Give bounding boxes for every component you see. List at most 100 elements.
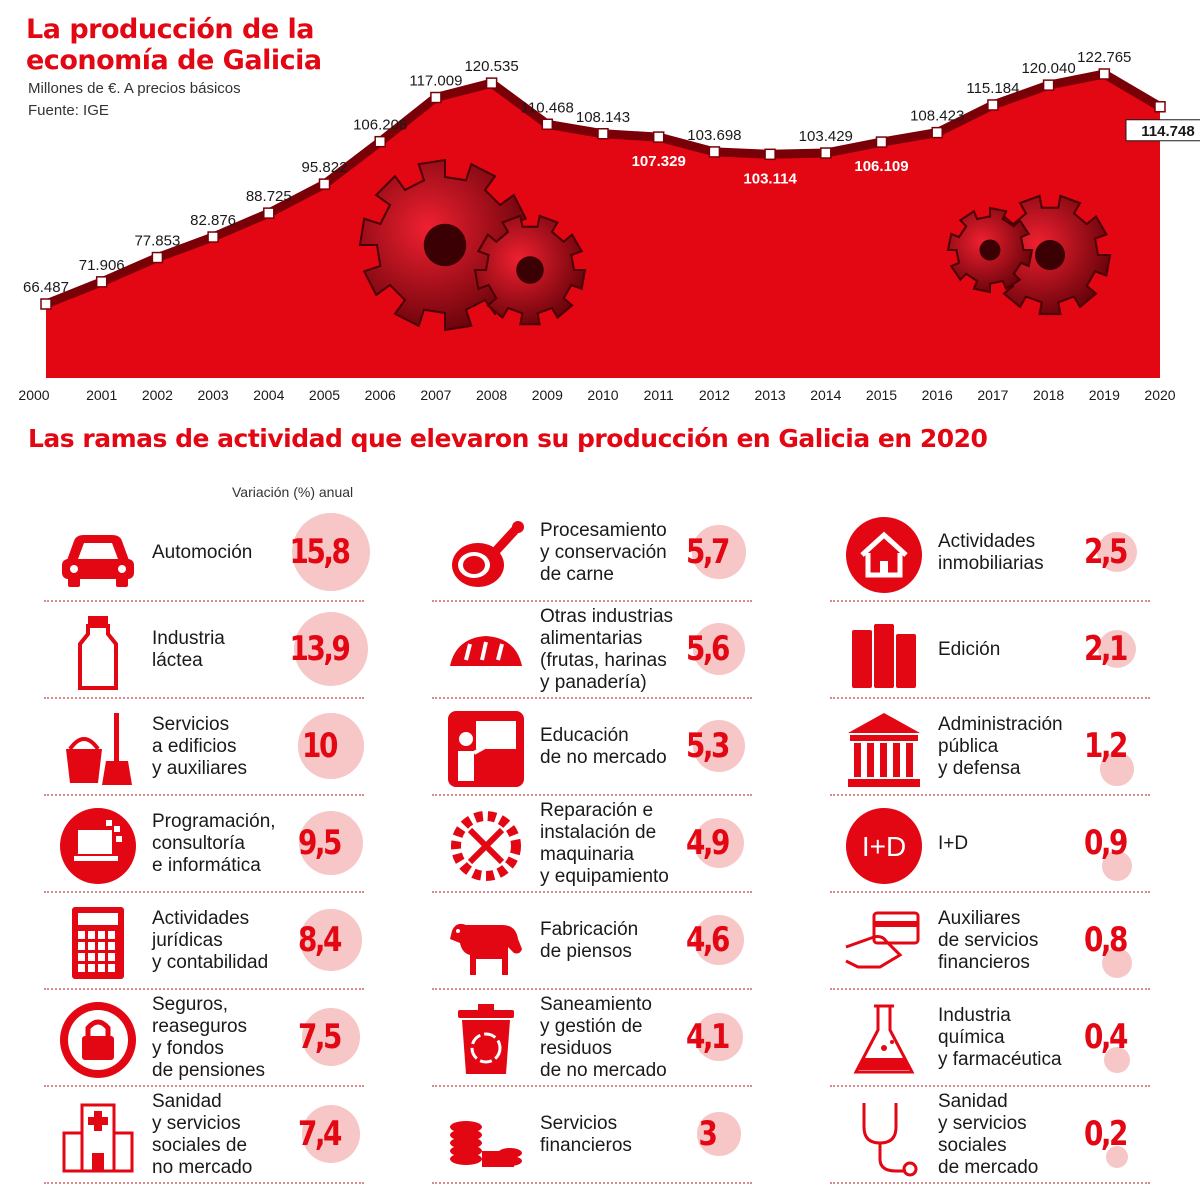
branch-item: Automoción 15,8 — [44, 505, 370, 602]
credit-card-hand-icon — [844, 903, 924, 983]
year-label: 2001 — [86, 387, 117, 403]
variation-bubble — [301, 1104, 361, 1164]
year-label: 2005 — [309, 387, 340, 403]
value-label: 106.208 — [353, 117, 407, 134]
data-point — [875, 136, 888, 148]
lock-icon — [58, 1000, 138, 1080]
ham-icon — [446, 515, 526, 595]
branch-item: Sanidad y servicios sociales de no merca… — [44, 1087, 364, 1184]
variation-value: 8,4 — [297, 920, 342, 960]
year-label: 2017 — [977, 387, 1008, 403]
variation-value: 2,1 — [1083, 629, 1128, 669]
recycling-bin-icon — [446, 1000, 526, 1080]
production-area — [46, 74, 1160, 378]
variation-bubble — [1100, 752, 1134, 786]
branch-item: Otras industrias alimentarias (frutas, h… — [432, 602, 752, 699]
flask-icon — [844, 1000, 924, 1080]
value-label: 95.822 — [302, 159, 348, 176]
branch-label: Servicios financieros — [540, 1112, 632, 1156]
year-label: 2008 — [476, 387, 507, 403]
variation-value: 0,8 — [1083, 920, 1128, 960]
branch-label: Servicios a edificios y auxiliares — [152, 713, 248, 779]
cow-icon — [446, 903, 526, 983]
branch-label: Industria química y farmacéutica — [938, 1004, 1062, 1070]
branch-label: Automoción — [152, 541, 253, 563]
variation-bubble — [1097, 629, 1137, 669]
value-label: 103.429 — [799, 128, 853, 145]
branch-item: Educación de no mercado 5,3 — [432, 699, 752, 796]
branch-label: Administración pública y defensa — [938, 713, 1063, 779]
data-point — [40, 298, 52, 310]
branch-label: Otras industrias alimentarias (frutas, h… — [540, 605, 674, 693]
branch-item: Sanidad y servicios sociales de mercado 0… — [830, 1087, 1150, 1184]
variation-bubble — [697, 1112, 741, 1156]
branch-item: Actividades jurídicas y contabilidad 8,4 — [44, 893, 364, 990]
branch-label: Industria láctea — [152, 627, 225, 671]
variation-value: 5,3 — [685, 726, 730, 766]
branch-item: I+D I+D 0,9 — [830, 796, 1150, 893]
data-point — [374, 135, 386, 148]
stethoscope-icon — [844, 1097, 924, 1177]
data-point — [820, 147, 832, 159]
production-chart: 66.487 2000 71.906 2001 77.853 2002 82.876 2003… — [18, 49, 1200, 403]
branch-item: Fabricación de piensos 4,6 — [432, 893, 752, 990]
value-label: 103.114 — [743, 170, 797, 187]
branch-item: Reparación e instalación de maquinaria y… — [432, 796, 752, 893]
value-label: 114.748 — [1141, 123, 1194, 140]
branch-label: Actividades inmobiliarias — [938, 530, 1044, 574]
year-label: 2014 — [810, 387, 841, 403]
cleaning-bucket-icon — [58, 709, 138, 789]
data-point — [318, 178, 331, 190]
data-point — [1098, 68, 1111, 80]
hospital-icon — [58, 1097, 138, 1177]
variation-bubble — [1104, 1047, 1130, 1073]
car-icon — [58, 515, 138, 595]
data-point — [652, 131, 665, 143]
value-label: 106.109 — [854, 158, 908, 175]
chart-title: La producción de la economía de Galicia — [26, 14, 322, 76]
data-point — [207, 231, 219, 243]
branch-item: Procesamiento y conservación de carne 5,7 — [432, 505, 752, 602]
variation-value: 0,2 — [1083, 1114, 1128, 1154]
variation-value: 4,6 — [685, 920, 730, 960]
variation-value: 7,4 — [297, 1114, 342, 1154]
branch-item: Auxiliares de servicios financieros 0,8 — [830, 893, 1150, 990]
books-icon — [844, 612, 924, 692]
house-icon — [844, 515, 924, 595]
branch-item: Servicios financieros 3 — [432, 1087, 752, 1184]
variation-bubble — [293, 611, 369, 687]
milk-bottle-icon — [58, 612, 138, 692]
value-label: 108.143 — [576, 109, 630, 126]
variation-value: 7,5 — [297, 1017, 342, 1057]
calculator-icon — [58, 903, 138, 983]
value-label: 122.765 — [1077, 49, 1131, 66]
data-point — [485, 77, 498, 89]
branch-item: Seguros, reaseguros y fondos de pensione… — [44, 990, 364, 1087]
variation-bubble — [298, 713, 364, 779]
variation-value: 5,6 — [685, 629, 730, 669]
year-label: 2003 — [198, 387, 229, 403]
year-label: 2000 — [18, 387, 49, 403]
chart-source: Fuente: IGE — [28, 102, 109, 119]
value-label: 110.468 — [521, 99, 574, 116]
branch-label: Sanidad y servicios sociales de no merca… — [152, 1090, 253, 1178]
laptop-icon — [58, 806, 138, 886]
variation-value: 0,4 — [1083, 1017, 1128, 1057]
variation-value: 10 — [302, 726, 338, 766]
branch-label: Programación, consultoría e informática — [152, 810, 276, 876]
value-label: 108.423 — [910, 108, 964, 125]
data-point — [597, 128, 609, 140]
branch-label: Sanidad y servicios sociales de mercado — [938, 1090, 1039, 1178]
value-label: 66.487 — [23, 279, 69, 296]
data-point — [1042, 79, 1055, 91]
data-point — [987, 99, 999, 111]
year-label: 2004 — [253, 387, 284, 403]
last-value-box — [1125, 119, 1200, 142]
variation-value: 4,1 — [685, 1017, 730, 1057]
variation-bubble — [693, 720, 745, 772]
variation-subhead: Variación (%) anual — [232, 484, 354, 500]
variation-value: 1,2 — [1083, 726, 1128, 766]
branch-label: Saneamiento y gestión de residuos de no … — [540, 993, 667, 1081]
variation-value: 5,7 — [685, 532, 730, 572]
branch-label: Fabricación de piensos — [540, 918, 639, 962]
